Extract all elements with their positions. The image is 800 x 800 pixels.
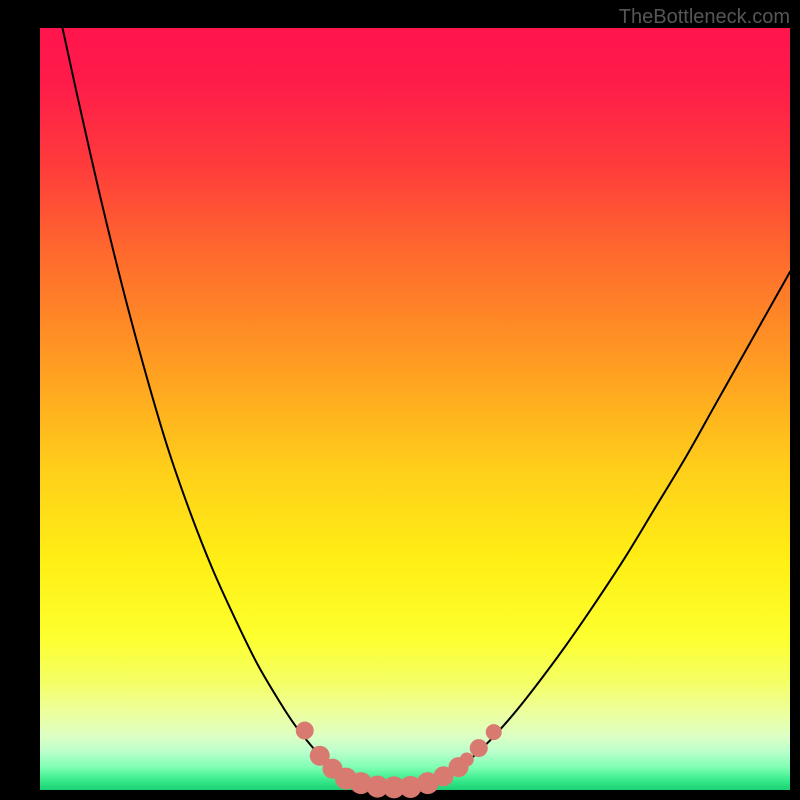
- plot-area: [40, 28, 790, 790]
- watermark-text: TheBottleneck.com: [619, 6, 790, 29]
- chart-canvas: TheBottleneck.com: [0, 0, 800, 800]
